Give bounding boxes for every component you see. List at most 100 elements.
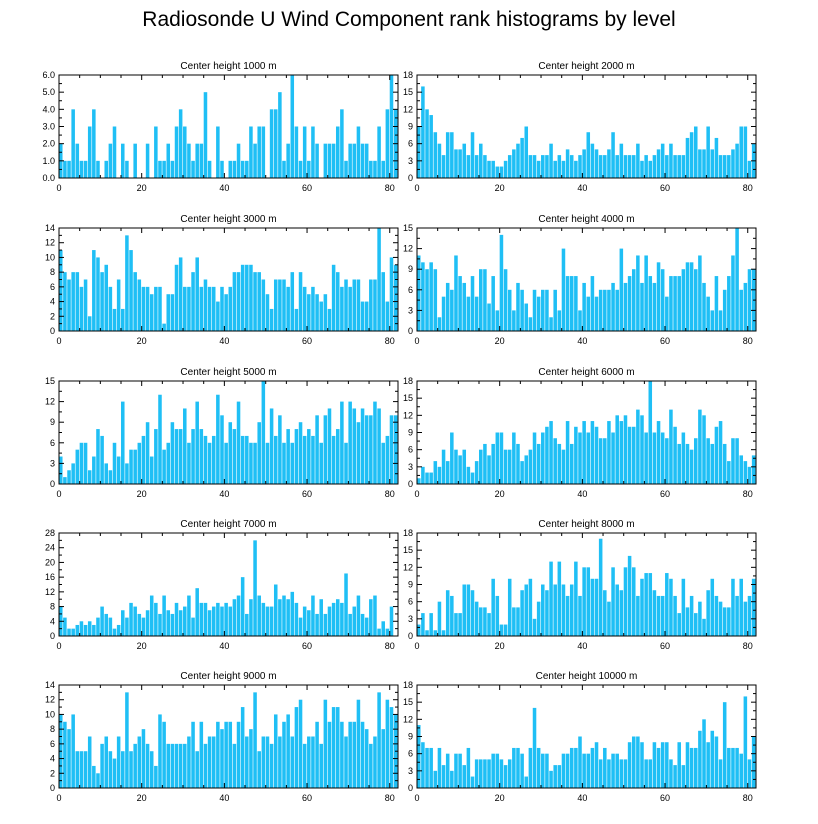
bar	[121, 751, 125, 788]
bar	[269, 308, 274, 331]
bar	[311, 126, 315, 178]
bar	[187, 442, 191, 484]
bar	[512, 432, 516, 484]
bar	[450, 595, 454, 636]
bar	[315, 415, 319, 484]
y-tick-label: 15	[45, 376, 55, 386]
bar	[735, 143, 739, 178]
y-tick-label: 18	[403, 528, 413, 538]
y-tick-label: 28	[45, 528, 55, 538]
bar	[631, 155, 636, 178]
bar	[433, 269, 438, 331]
bar	[524, 776, 529, 788]
bar	[92, 456, 96, 484]
bar	[302, 743, 307, 788]
bar	[462, 765, 467, 788]
bar	[681, 155, 686, 178]
bar	[541, 432, 545, 484]
x-tick-label: 40	[219, 336, 229, 346]
bar	[541, 289, 545, 331]
bar	[191, 429, 195, 484]
bar	[307, 610, 311, 636]
bar	[652, 282, 657, 331]
bar	[516, 443, 520, 484]
bar	[129, 449, 133, 484]
x-tick-label: 20	[495, 336, 505, 346]
y-tick-label: 2.0	[42, 139, 55, 149]
bar	[216, 721, 220, 788]
bar	[462, 143, 467, 178]
histogram-panel-10: Center height 10000 m 0 3 6 9 12 15 18 0 20 40 60 80	[403, 671, 757, 803]
bar	[710, 578, 715, 636]
bar	[174, 743, 179, 788]
bar	[677, 276, 681, 331]
bar	[166, 442, 171, 484]
bar	[553, 584, 557, 636]
bar	[565, 276, 570, 331]
bar	[344, 442, 348, 484]
bar	[393, 415, 398, 484]
bar	[67, 729, 71, 788]
bar	[603, 289, 607, 331]
bar	[536, 160, 541, 178]
bar	[286, 286, 290, 331]
x-tick-label: 60	[660, 489, 670, 499]
bar	[228, 721, 233, 788]
bar	[162, 721, 166, 788]
bar	[348, 401, 352, 484]
bar	[282, 279, 286, 331]
bar	[598, 538, 603, 636]
bar	[727, 607, 731, 636]
bar	[553, 160, 557, 178]
bar	[569, 443, 574, 484]
bar	[417, 624, 421, 636]
bar	[240, 160, 245, 178]
bar	[718, 759, 723, 788]
bar	[615, 155, 619, 178]
y-tick-label: 0	[408, 479, 413, 489]
bar	[211, 286, 216, 331]
bar	[425, 109, 429, 178]
bar	[265, 736, 270, 788]
bar	[582, 149, 586, 178]
bar	[479, 759, 483, 788]
y-tick-label: 2	[50, 311, 55, 321]
bar	[224, 442, 228, 484]
bar	[364, 301, 369, 331]
bar	[627, 426, 632, 484]
bar	[389, 707, 394, 788]
y-tick-label: 3	[408, 305, 413, 315]
bar	[557, 561, 562, 636]
bar	[166, 743, 171, 788]
bar	[253, 692, 257, 788]
bar	[474, 296, 479, 331]
bar	[245, 160, 249, 178]
bar	[722, 155, 727, 178]
bar	[211, 606, 216, 636]
bar	[183, 126, 187, 178]
bar	[545, 426, 549, 484]
y-tick-label: 3.0	[42, 122, 55, 132]
y-tick-label: 6	[408, 445, 413, 455]
bar	[731, 747, 735, 788]
bar	[315, 721, 319, 788]
bar	[594, 149, 599, 178]
y-tick-label: 1.0	[42, 156, 55, 166]
bar	[532, 432, 537, 484]
bar	[302, 435, 307, 484]
bar	[727, 461, 731, 484]
bar	[656, 262, 661, 331]
bar	[71, 628, 75, 636]
bar	[307, 294, 311, 331]
x-tick-label: 60	[302, 641, 312, 651]
bar	[360, 143, 365, 178]
bar	[137, 442, 142, 484]
bar	[319, 442, 323, 484]
bar	[273, 584, 278, 636]
bar	[335, 599, 340, 636]
bar	[487, 455, 491, 484]
y-tick-label: 5.0	[42, 87, 55, 97]
bar	[220, 606, 224, 636]
y-tick-label: 12	[403, 562, 413, 572]
bar	[470, 132, 475, 178]
